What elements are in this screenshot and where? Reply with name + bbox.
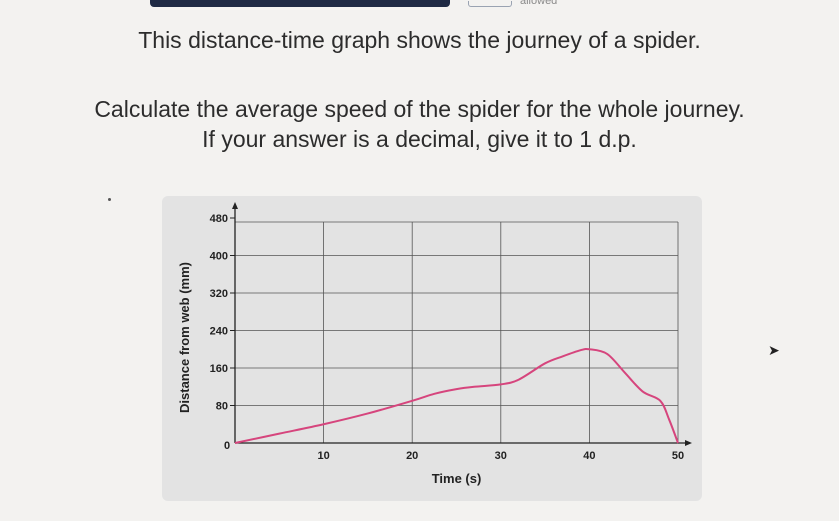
top-dark-bar xyxy=(150,0,450,7)
allowed-label: allowed xyxy=(520,0,558,7)
mouse-cursor-icon: ➤ xyxy=(768,342,780,358)
origin-label: 0 xyxy=(224,440,230,452)
y-tick-label: 80 xyxy=(216,401,228,413)
x-axis-arrow xyxy=(685,440,692,446)
question-line-2: Calculate the average speed of the spide… xyxy=(94,96,745,122)
y-tick-label: 400 xyxy=(210,251,228,263)
x-tick-label: 20 xyxy=(406,450,418,462)
x-tick-label: 10 xyxy=(317,450,329,462)
y-axis-title: Distance from web (mm) xyxy=(177,262,192,413)
x-tick-label: 40 xyxy=(583,450,595,462)
chart-panel xyxy=(162,196,702,501)
y-axis-arrow xyxy=(232,202,238,209)
x-tick-label: 30 xyxy=(495,450,507,462)
y-tick-label: 480 xyxy=(210,213,228,225)
y-tick-label: 320 xyxy=(210,288,228,300)
x-axis-title: Time (s) xyxy=(432,471,482,486)
y-tick-label: 160 xyxy=(210,363,228,375)
top-link-button[interactable] xyxy=(468,1,512,7)
x-tick-label: 50 xyxy=(672,450,684,462)
y-tick-label: 240 xyxy=(210,326,228,338)
question-line-1: This distance-time graph shows the journ… xyxy=(138,27,701,53)
distance-curve xyxy=(234,347,679,444)
question-line-3: If your answer is a decimal, give it to … xyxy=(202,126,637,152)
stray-dot xyxy=(108,198,111,201)
